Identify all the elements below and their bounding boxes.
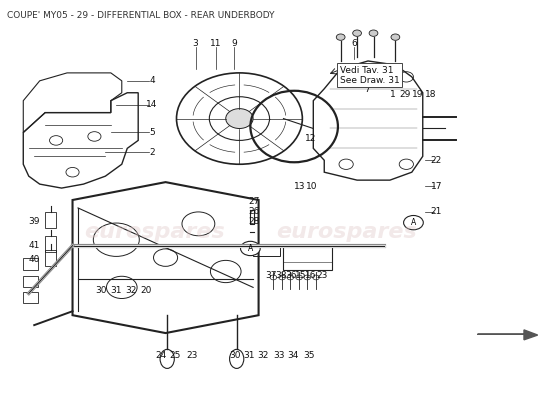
Text: 40: 40 [29, 255, 40, 264]
Text: 15: 15 [295, 271, 306, 280]
Text: 25: 25 [170, 351, 181, 360]
Text: 32: 32 [125, 286, 137, 295]
Text: 41: 41 [29, 241, 40, 250]
Circle shape [391, 34, 400, 40]
Text: 4: 4 [149, 76, 155, 85]
Text: 2: 2 [149, 148, 155, 157]
Text: 37: 37 [265, 271, 276, 280]
Text: 22: 22 [431, 156, 442, 165]
Text: eurospares: eurospares [84, 222, 225, 242]
Text: 1: 1 [390, 90, 395, 99]
Text: 27: 27 [249, 198, 260, 206]
Text: 14: 14 [146, 100, 157, 109]
Bar [283, 245, 332, 270]
Bar [23, 292, 37, 303]
Circle shape [336, 34, 345, 40]
Text: 23: 23 [316, 271, 328, 280]
Circle shape [369, 30, 378, 36]
Text: 26: 26 [249, 208, 260, 216]
Text: 33: 33 [273, 351, 284, 360]
Text: COUPE' MY05 - 29 - DIFFERENTIAL BOX - REAR UNDERBODY: COUPE' MY05 - 29 - DIFFERENTIAL BOX - RE… [7, 11, 274, 20]
Bar [45, 236, 56, 252]
Text: 16: 16 [305, 271, 317, 280]
Text: 18: 18 [425, 90, 436, 99]
Text: 20: 20 [141, 286, 152, 295]
Text: 13: 13 [294, 182, 305, 190]
Text: 8: 8 [364, 74, 370, 83]
Text: 11: 11 [210, 38, 222, 48]
Text: Vedi Tav. 31
See Draw. 31: Vedi Tav. 31 See Draw. 31 [339, 66, 399, 85]
Text: 6: 6 [351, 38, 357, 48]
Circle shape [240, 241, 260, 256]
Circle shape [226, 109, 253, 128]
Text: 17: 17 [431, 182, 442, 190]
Text: 19: 19 [412, 90, 424, 99]
Bar [23, 258, 37, 270]
Bar [23, 276, 37, 287]
Text: 30: 30 [229, 351, 241, 360]
Text: 12: 12 [305, 134, 317, 143]
Text: 31: 31 [244, 351, 255, 360]
Text: 34: 34 [287, 351, 299, 360]
Text: 32: 32 [257, 351, 268, 360]
Text: 3: 3 [193, 38, 199, 48]
Text: 38: 38 [275, 271, 287, 280]
Bar [45, 212, 56, 228]
Polygon shape [477, 330, 538, 340]
Text: 35: 35 [303, 351, 315, 360]
Text: 29: 29 [399, 90, 411, 99]
Bar [45, 250, 56, 266]
Text: 36: 36 [285, 271, 296, 280]
Text: 10: 10 [306, 182, 317, 190]
Text: 31: 31 [110, 286, 122, 295]
Text: 9: 9 [231, 38, 237, 48]
Text: A: A [248, 244, 253, 253]
Text: 5: 5 [149, 128, 155, 137]
Text: eurospares: eurospares [276, 222, 416, 242]
Text: 7: 7 [364, 85, 370, 94]
Text: A: A [411, 218, 416, 227]
Text: 23: 23 [186, 351, 197, 360]
Text: 28: 28 [249, 217, 260, 226]
Text: 21: 21 [431, 208, 442, 216]
Circle shape [353, 30, 361, 36]
Text: 24: 24 [155, 351, 166, 360]
Text: 30: 30 [95, 286, 107, 295]
Bar [253, 244, 280, 256]
Text: 39: 39 [29, 217, 40, 226]
Circle shape [404, 216, 424, 230]
